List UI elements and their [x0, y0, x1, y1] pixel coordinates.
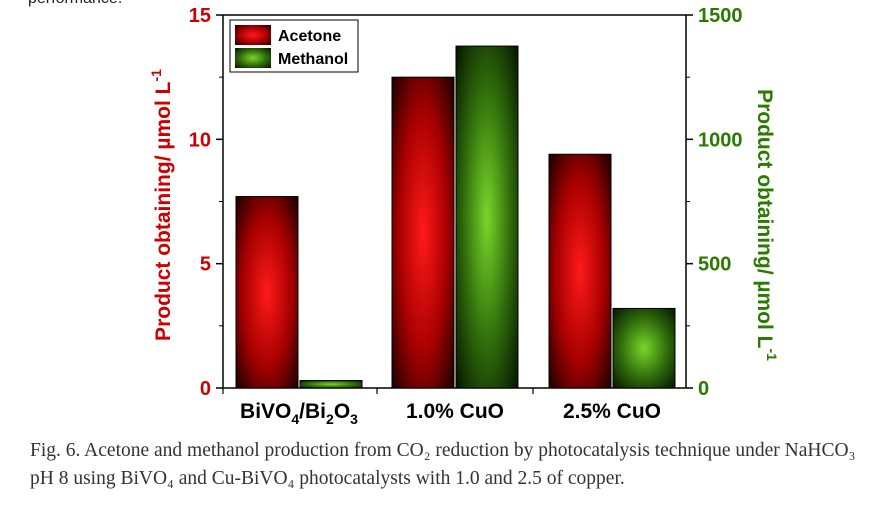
right-ticks-label-2: 1000 [698, 129, 743, 151]
bars-group [222, 45, 676, 394]
legend-swatch-acetone [235, 25, 271, 45]
bar-acetone-1 [391, 76, 455, 389]
legend-swatch-methanol [235, 48, 271, 68]
legend-label-acetone: Acetone [278, 28, 341, 45]
x-tick-label-2-5-cuo: 2.5% CuO [563, 400, 661, 423]
preceding-text-fragment: performance. [28, 0, 122, 8]
bar-acetone-2 [548, 153, 612, 389]
left-ticks-label-3: 15 [189, 5, 211, 27]
right-ticks-label-0: 0 [698, 378, 709, 400]
left-ticks-label-0: 0 [200, 378, 211, 400]
left-ticks-label-1: 5 [200, 254, 211, 276]
right-ticks-label-3: 1500 [698, 5, 743, 27]
right-axis-ticks: 0 500 1000 1500 [686, 5, 743, 400]
legend: Acetone Methanol [229, 19, 359, 73]
left-axis-ticks: 0 5 10 15 [189, 5, 223, 400]
legend-label-methanol: Methanol [278, 51, 348, 68]
bar-methanol-2 [612, 307, 676, 389]
bar-methanol-1 [455, 45, 519, 389]
x-category-labels: BiVO4/Bi2O3 1.0% CuO 2.5% CuO [240, 400, 661, 427]
left-ticks-label-2: 10 [189, 129, 211, 151]
figure-caption: Fig. 6. Acetone and methanol production … [30, 440, 856, 489]
right-axis-label: Product obtaining/ µmol L-1 [753, 89, 780, 361]
right-ticks-label-1: 500 [698, 254, 731, 276]
x-tick-label-1-0-cuo: 1.0% CuO [406, 400, 504, 423]
left-axis-label: Product obtaining/ µmol L-1 [148, 69, 175, 341]
x-tick-label-bivo4-bi2o3: BiVO4/Bi2O3 [240, 400, 358, 427]
chart: 0 5 10 15 0 500 1000 1500 BiVO4/Bi2O3 1.0% CuO… [148, 5, 780, 427]
bar-acetone-0 [235, 196, 299, 389]
bar-methanol-0 [299, 380, 363, 389]
